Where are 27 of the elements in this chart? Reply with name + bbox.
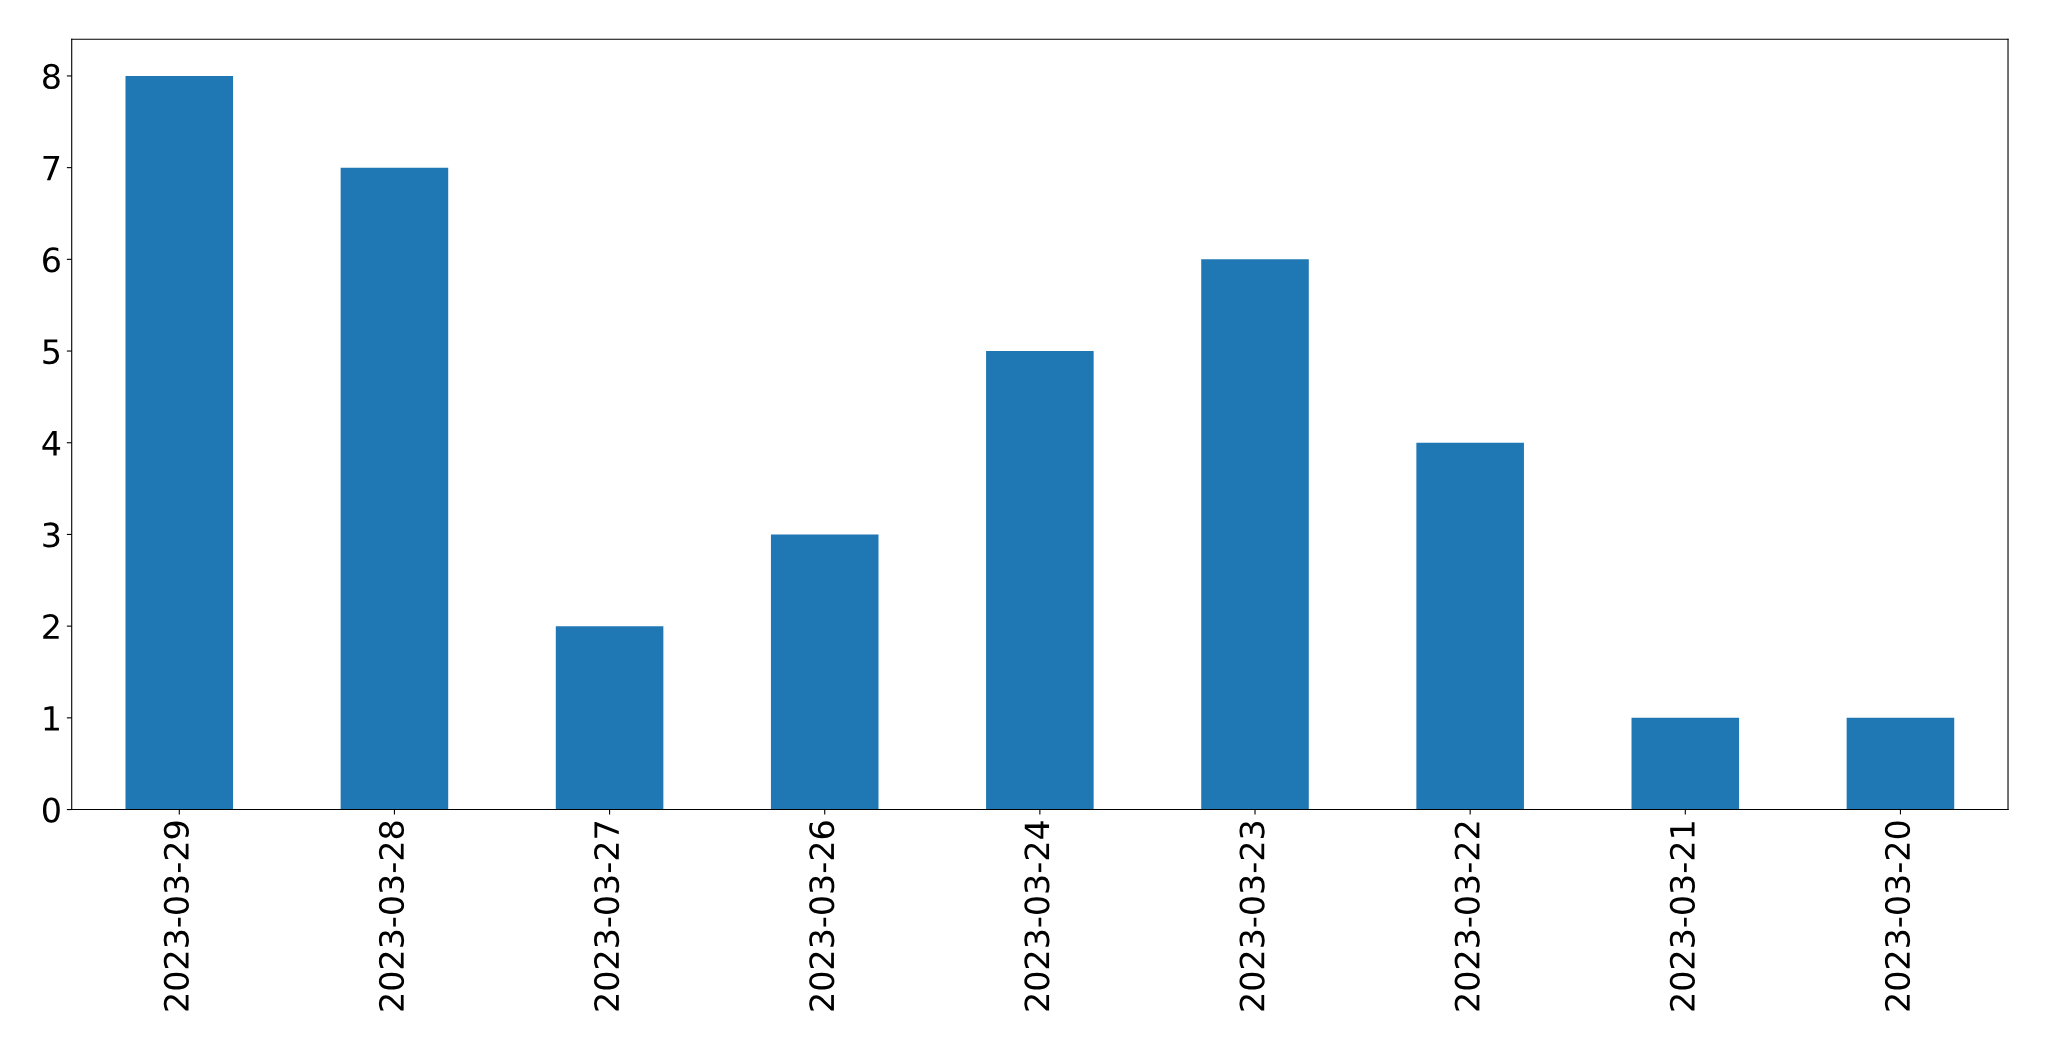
x-tick-label: 2023-03-26: [809, 821, 835, 1011]
x-tick-label: 2023-03-27: [594, 822, 620, 1011]
bar: [125, 75, 234, 810]
bar: [1846, 717, 1955, 810]
bar: [1416, 442, 1524, 810]
y-tick-label: 2: [43, 614, 59, 639]
x-tick-label: 2023-03-23: [1239, 821, 1265, 1011]
x-tick-label: 2023-03-22: [1454, 822, 1480, 1011]
bar: [340, 167, 449, 810]
y-tick-label: 4: [42, 431, 61, 456]
bar: [770, 534, 879, 810]
x-tick-label: 2023-03-28: [378, 821, 405, 1011]
y-tick-label: 1: [44, 706, 59, 731]
bar: [1201, 259, 1309, 810]
y-tick-label: 5: [43, 339, 60, 365]
bar: [986, 351, 1094, 810]
y-tick-label: 7: [43, 156, 60, 181]
y-tick-label: 6: [43, 247, 60, 273]
x-tick-label: 2023-03-29: [163, 821, 189, 1011]
x-tick-label: 2023-03-24: [1024, 821, 1050, 1011]
y-tick-label: 0: [42, 797, 60, 823]
bar: [1631, 717, 1740, 810]
x-tick-label: 2023-03-20: [1884, 821, 1911, 1011]
bar: [555, 626, 664, 810]
y-tick-label: 8: [43, 63, 60, 90]
x-tick-label: 2023-03-21: [1669, 822, 1695, 1011]
y-tick-label: 3: [43, 522, 60, 548]
